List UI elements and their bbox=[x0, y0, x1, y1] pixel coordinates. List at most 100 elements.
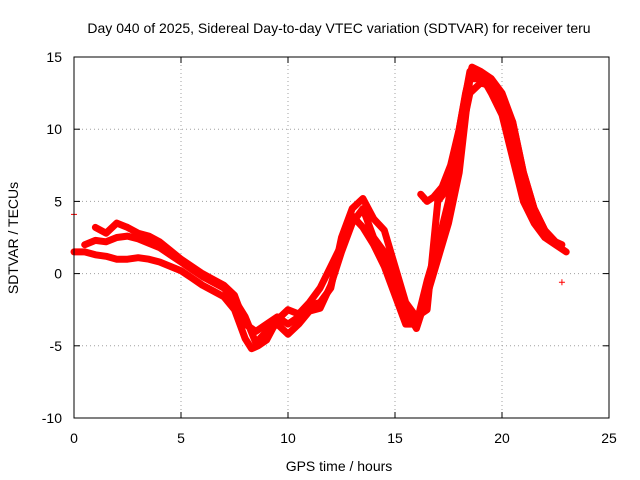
data-point bbox=[520, 198, 527, 205]
data-point bbox=[124, 256, 131, 263]
data-point bbox=[156, 238, 163, 245]
data-point bbox=[370, 215, 377, 222]
data-point bbox=[558, 241, 565, 248]
data-point bbox=[434, 256, 441, 263]
data-point bbox=[231, 292, 238, 299]
data-point bbox=[359, 224, 366, 231]
series-isolated bbox=[71, 211, 565, 286]
data-point bbox=[210, 287, 217, 294]
data-point bbox=[434, 198, 441, 205]
y-axis-label: SDTVAR / TECUs bbox=[5, 182, 21, 294]
data-point bbox=[402, 321, 409, 328]
data-point bbox=[113, 220, 120, 227]
data-point bbox=[285, 306, 291, 313]
data-point bbox=[92, 237, 99, 244]
data-point bbox=[417, 191, 424, 198]
data-point bbox=[178, 256, 184, 263]
data-point bbox=[199, 282, 206, 289]
data-point bbox=[327, 285, 334, 292]
data-point bbox=[92, 224, 99, 231]
data-point bbox=[199, 270, 206, 277]
data-point bbox=[306, 302, 313, 309]
data-point bbox=[424, 306, 431, 313]
y-tick-label: 5 bbox=[54, 193, 62, 209]
data-point bbox=[381, 227, 388, 234]
data-point bbox=[103, 230, 110, 237]
data-point bbox=[462, 90, 469, 97]
data-point bbox=[402, 299, 409, 306]
x-tick-label: 10 bbox=[280, 430, 296, 446]
data-point bbox=[145, 256, 152, 263]
data-point bbox=[274, 321, 281, 328]
data-point bbox=[445, 220, 452, 227]
data-point bbox=[135, 230, 142, 237]
data-point bbox=[145, 233, 152, 240]
data-point bbox=[135, 254, 142, 261]
series-track-d bbox=[417, 63, 566, 249]
x-tick-label: 0 bbox=[70, 430, 78, 446]
plot-frame bbox=[73, 56, 610, 419]
data-point bbox=[145, 240, 152, 247]
series-trace bbox=[91, 79, 549, 335]
data-point bbox=[242, 321, 249, 328]
data-point bbox=[220, 293, 227, 300]
data-point bbox=[541, 227, 548, 234]
data-point bbox=[413, 313, 420, 320]
data-point bbox=[392, 263, 398, 270]
data-point bbox=[263, 328, 270, 335]
data-point bbox=[520, 169, 527, 176]
data-point bbox=[124, 233, 131, 240]
data-point bbox=[263, 337, 270, 344]
axes bbox=[73, 56, 610, 419]
chart-title: Day 040 of 2025, Sidereal Day-to-day VTE… bbox=[87, 20, 590, 36]
data-point bbox=[456, 169, 463, 176]
data-point bbox=[552, 238, 559, 245]
x-axis-label: GPS time / hours bbox=[286, 458, 393, 474]
data-point bbox=[124, 224, 131, 231]
data-point bbox=[499, 90, 505, 97]
data-point bbox=[220, 282, 227, 289]
data-point bbox=[477, 79, 484, 86]
data-point bbox=[242, 335, 249, 342]
data-point bbox=[156, 259, 163, 266]
data-point bbox=[359, 195, 366, 202]
data-point bbox=[113, 256, 120, 263]
x-tick-label: 5 bbox=[177, 430, 185, 446]
y-tick-labels: -10 -5 0 5 10 15 bbox=[42, 49, 62, 426]
data-point bbox=[456, 126, 463, 133]
data-point bbox=[188, 274, 195, 281]
data-point bbox=[103, 238, 110, 245]
x-tick-label: 20 bbox=[494, 430, 510, 446]
data-point bbox=[447, 162, 454, 169]
y-tick-label: -5 bbox=[50, 338, 63, 354]
data-point bbox=[439, 183, 446, 190]
data-point bbox=[92, 251, 99, 258]
data-point bbox=[285, 331, 291, 338]
data-point bbox=[349, 205, 356, 212]
data-point bbox=[488, 75, 495, 82]
data-point bbox=[81, 241, 88, 248]
data-point bbox=[445, 183, 452, 190]
series-track-c bbox=[91, 79, 549, 335]
x-tick-labels: 0 5 10 15 20 25 bbox=[70, 430, 617, 446]
data-point bbox=[167, 247, 174, 254]
data-point bbox=[252, 339, 259, 346]
data-point bbox=[317, 299, 324, 306]
data-point bbox=[135, 235, 142, 242]
data-point bbox=[558, 279, 565, 286]
data-point bbox=[113, 234, 120, 241]
data-point bbox=[167, 263, 174, 270]
data-point bbox=[81, 248, 88, 255]
data-point bbox=[188, 263, 195, 270]
data-point bbox=[477, 68, 484, 75]
data-point bbox=[252, 328, 259, 335]
data-point bbox=[469, 64, 476, 71]
data-point bbox=[317, 285, 324, 292]
data-point bbox=[381, 248, 388, 255]
y-tick-label: 10 bbox=[46, 121, 62, 137]
data-point bbox=[178, 267, 184, 274]
data-point bbox=[248, 345, 255, 352]
data-point bbox=[263, 321, 270, 328]
data-point bbox=[274, 313, 281, 320]
